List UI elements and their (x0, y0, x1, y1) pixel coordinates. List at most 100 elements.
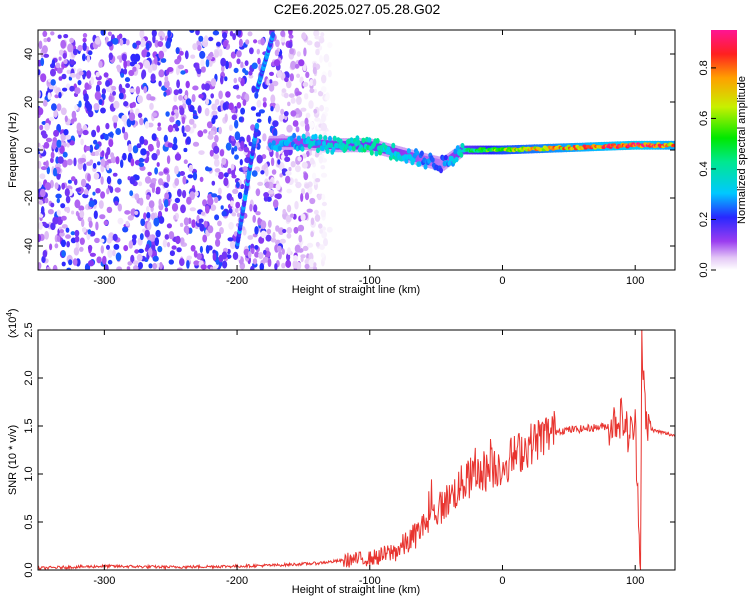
track-core (328, 135, 332, 142)
noise-speckle (263, 192, 270, 198)
noise-speckle (179, 107, 185, 116)
noise-speckle (74, 199, 81, 209)
noise-speckle (107, 41, 113, 47)
noise-speckle (77, 80, 82, 86)
noise-speckle (88, 220, 93, 228)
noise-speckle (115, 128, 122, 135)
noise-speckle (168, 259, 174, 265)
noise-speckle (190, 245, 196, 252)
noise-speckle (184, 50, 189, 60)
noise-speckle (117, 217, 124, 225)
noise-speckle (251, 62, 258, 70)
noise-speckle (95, 188, 101, 194)
noise-speckle (93, 103, 100, 111)
noise-speckle (108, 95, 113, 101)
noise-speckle (288, 34, 294, 39)
noise-speckle (147, 171, 152, 176)
noise-speckle (229, 240, 236, 250)
noise-speckle (79, 210, 85, 218)
noise-speckle (74, 87, 81, 95)
track-core (338, 138, 343, 145)
track-core (292, 132, 297, 139)
noise-speckle (222, 40, 228, 48)
noise-speckle (319, 104, 324, 112)
noise-speckle (89, 252, 96, 257)
noise-speckle (112, 249, 116, 257)
colorbar-tick-label: 0.6 (698, 111, 710, 126)
noise-speckle (136, 143, 142, 149)
noise-speckle (88, 260, 95, 267)
noise-speckle (231, 212, 237, 217)
noise-speckle (89, 159, 94, 164)
noise-speckle (151, 178, 157, 182)
noise-speckle (139, 197, 144, 206)
noise-speckle (218, 90, 223, 100)
noise-speckle (139, 117, 144, 126)
noise-speckle (172, 123, 179, 129)
noise-speckle (56, 67, 63, 74)
noise-speckle (135, 86, 141, 95)
bottom-y-axis-label: SNR (10 * v/v) (7, 425, 19, 495)
noise-speckle (318, 156, 324, 164)
noise-speckle (65, 134, 71, 140)
noise-speckle (212, 252, 217, 261)
noise-speckle (294, 178, 298, 184)
noise-speckle (251, 170, 258, 177)
noise-speckle (120, 73, 125, 78)
noise-speckle (87, 229, 92, 235)
noise-speckle (164, 75, 169, 83)
noise-speckle (65, 195, 71, 204)
noise-speckle (50, 31, 55, 36)
noise-speckle (66, 142, 70, 148)
noise-speckle (158, 80, 162, 87)
noise-speckle (128, 69, 135, 77)
noise-speckle (232, 251, 239, 260)
noise-speckle (73, 157, 77, 167)
track-core (430, 157, 435, 163)
noise-speckle (250, 247, 255, 255)
noise-speckle (185, 80, 190, 89)
track-core (671, 143, 675, 147)
noise-speckle (285, 214, 292, 223)
noise-speckle (174, 197, 181, 204)
noise-speckle (236, 50, 242, 58)
noise-speckle (240, 107, 246, 115)
noise-speckle (238, 116, 243, 123)
noise-speckle (320, 172, 328, 178)
noise-speckle (244, 60, 249, 66)
noise-speckle (82, 53, 86, 62)
noise-speckle (50, 222, 56, 231)
noise-speckle (300, 120, 306, 127)
noise-speckle (146, 212, 151, 219)
noise-speckle (140, 218, 146, 227)
bottom-y-tick-label: 1.0 (23, 466, 35, 481)
noise-speckle (108, 139, 114, 148)
noise-speckle (284, 77, 289, 83)
noise-speckle (186, 260, 190, 269)
noise-speckle (66, 158, 73, 166)
noise-speckle (38, 181, 42, 188)
noise-speckle (38, 69, 41, 76)
noise-speckle (74, 235, 80, 243)
noise-speckle (71, 110, 77, 119)
noise-speckle (227, 167, 232, 175)
noise-speckle (189, 105, 195, 113)
noise-speckle (285, 170, 292, 176)
noise-speckle (144, 229, 150, 238)
noise-speckle (183, 147, 188, 153)
bottom-x-axis-label: Height of straight line (km) (292, 584, 420, 596)
noise-speckle (62, 151, 68, 158)
noise-speckle (275, 39, 280, 48)
noise-speckle (135, 175, 140, 181)
noise-speckle (72, 48, 78, 56)
noise-speckle (319, 38, 325, 43)
noise-speckle (119, 57, 123, 63)
noise-speckle (78, 100, 82, 108)
noise-speckle (60, 107, 67, 116)
noise-speckle (106, 206, 113, 214)
noise-speckle (56, 198, 60, 204)
noise-speckle (286, 188, 293, 194)
noise-speckle (143, 86, 147, 94)
noise-speckle (137, 112, 143, 118)
noise-speckle (211, 110, 218, 116)
